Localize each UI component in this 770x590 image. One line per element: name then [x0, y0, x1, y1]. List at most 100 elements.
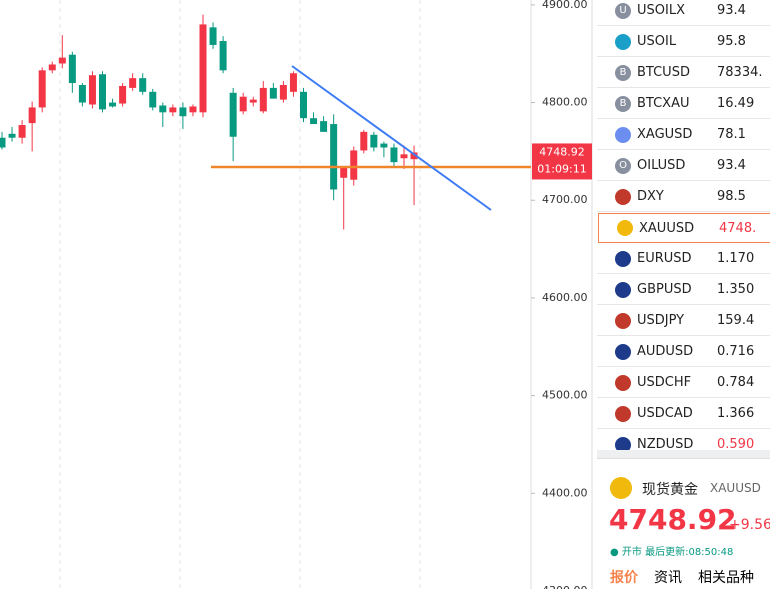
- candle-body: [68, 54, 76, 84]
- candle-body: [149, 91, 157, 108]
- candle-body: [38, 70, 46, 108]
- price: 1.366: [717, 406, 755, 421]
- watchlist-row[interactable]: EURUSD 1.170: [597, 244, 770, 274]
- y-tick-label: 4700.00: [542, 193, 588, 206]
- price: 0.716: [717, 344, 755, 359]
- price: 93.4: [717, 3, 746, 18]
- tab[interactable]: 报价: [610, 570, 638, 586]
- symbol: AUDUSD: [637, 344, 694, 359]
- separator: [597, 450, 770, 458]
- candle-body: [370, 134, 378, 148]
- symbol: GBPUSD: [637, 282, 692, 297]
- watchlist-row[interactable]: USDCAD 1.366: [597, 399, 770, 429]
- watchlist-row[interactable]: XAUUSD 4748.: [598, 213, 770, 243]
- symbol: NZDUSD: [637, 437, 694, 450]
- symbol-icon: [617, 220, 633, 236]
- candle-body: [119, 85, 127, 104]
- candle-body: [48, 64, 56, 71]
- symbol-icon: U: [615, 2, 631, 19]
- candle-body: [229, 92, 237, 137]
- candle-body: [360, 131, 368, 151]
- candle-body: [310, 118, 318, 125]
- symbol-icon: [615, 405, 631, 422]
- candle-body: [0, 137, 6, 148]
- symbol: USDJPY: [637, 313, 685, 328]
- last-price-box: [532, 143, 592, 180]
- watchlist-row[interactable]: DXY 98.5: [597, 182, 770, 212]
- candle-body: [169, 107, 177, 113]
- y-tick-label: 4300.00: [542, 584, 588, 589]
- candle-body: [159, 105, 167, 113]
- symbol: EURUSD: [637, 251, 692, 266]
- symbol-icon: [615, 312, 631, 329]
- watchlist-row[interactable]: B BTCUSD 78334.: [597, 58, 770, 88]
- watchlist-row[interactable]: AUDUSD 0.716: [597, 337, 770, 367]
- candle-body: [209, 27, 217, 45]
- symbol-icon: [615, 374, 631, 391]
- candle-body: [199, 24, 207, 113]
- candle-body: [78, 84, 86, 103]
- candle-body: [88, 75, 96, 105]
- candle-body: [18, 125, 26, 138]
- candle-body: [269, 87, 277, 99]
- symbol-icon: O: [615, 157, 631, 174]
- candle-body: [189, 106, 197, 113]
- status-text: 开市: [621, 547, 642, 558]
- candle-body: [320, 121, 328, 132]
- price: 0.590: [717, 437, 755, 450]
- candle-body: [28, 107, 36, 124]
- watchlist: U USOILX 93.4 USOIL 95.8 B BTCUSD 78334. B BTCXAU…: [597, 0, 770, 450]
- tab[interactable]: 资讯: [654, 570, 682, 586]
- symbol: XAUUSD: [639, 220, 695, 236]
- watchlist-row[interactable]: USDCHF 0.784: [597, 368, 770, 398]
- watchlist-row[interactable]: USDJPY 159.4: [597, 306, 770, 336]
- candle-body: [390, 147, 398, 163]
- y-tick-label: 4500.00: [542, 389, 588, 402]
- price: 1.350: [717, 282, 755, 297]
- v-grid: [59, 0, 421, 589]
- tabs: 报价 资讯 相关品种: [610, 567, 754, 587]
- symbol: DXY: [637, 189, 664, 204]
- price: 4748.: [719, 220, 757, 236]
- symbol-icon: B: [615, 64, 631, 81]
- price: 93.4: [717, 158, 746, 173]
- change: +9.56: [729, 517, 770, 533]
- price: 98.5: [717, 189, 746, 204]
- symbol: OILUSD: [637, 158, 686, 173]
- watchlist-row[interactable]: XAGUSD 78.1: [597, 120, 770, 150]
- symbol: BTCXAU: [637, 96, 690, 111]
- symbol-icon: [615, 188, 631, 205]
- updated: 最后更新:08:50:48: [645, 547, 734, 558]
- candle-body: [129, 78, 137, 88]
- symbol-icon: [615, 126, 631, 143]
- gold-icon: [610, 477, 632, 499]
- symbol-icon: [615, 281, 631, 298]
- price: 159.4: [717, 313, 755, 328]
- candle-body: [239, 96, 247, 112]
- y-tick-label: 4800.00: [542, 96, 588, 109]
- price: 78334.: [717, 65, 763, 80]
- symbol: BTCUSD: [637, 65, 690, 80]
- candle-body: [99, 74, 106, 110]
- watchlist-row[interactable]: O OILUSD 93.4: [597, 151, 770, 181]
- detail-panel: 现货黄金 XAUUSD 4748.92 +9.56 ● 开市 最后更新:08:5…: [597, 458, 770, 590]
- chart: 4900.00 4800.00 4700.00 4600.00 4500.00 4400.…: [0, 0, 593, 589]
- watchlist-row[interactable]: USOIL 95.8: [597, 27, 770, 57]
- candle-body: [139, 78, 147, 92]
- watchlist-row[interactable]: GBPUSD 1.350: [597, 275, 770, 305]
- candle-body: [289, 73, 297, 92]
- symbol-icon: [615, 343, 631, 360]
- candle-body: [109, 102, 117, 107]
- watchlist-row[interactable]: B BTCXAU 16.49: [597, 89, 770, 119]
- trend-line[interactable]: [291, 65, 492, 211]
- watchlist-row[interactable]: NZDUSD 0.590: [597, 430, 770, 450]
- candle-body: [259, 87, 267, 112]
- symbol: USOILX: [637, 3, 685, 18]
- candle-body: [400, 154, 408, 159]
- candle-body: [58, 57, 66, 64]
- watchlist-row[interactable]: U USOILX 93.4: [597, 0, 770, 26]
- status: ● 开市 最后更新:08:50:48: [610, 547, 734, 558]
- symbol: USDCHF: [637, 375, 692, 390]
- tab[interactable]: 相关品种: [698, 570, 754, 586]
